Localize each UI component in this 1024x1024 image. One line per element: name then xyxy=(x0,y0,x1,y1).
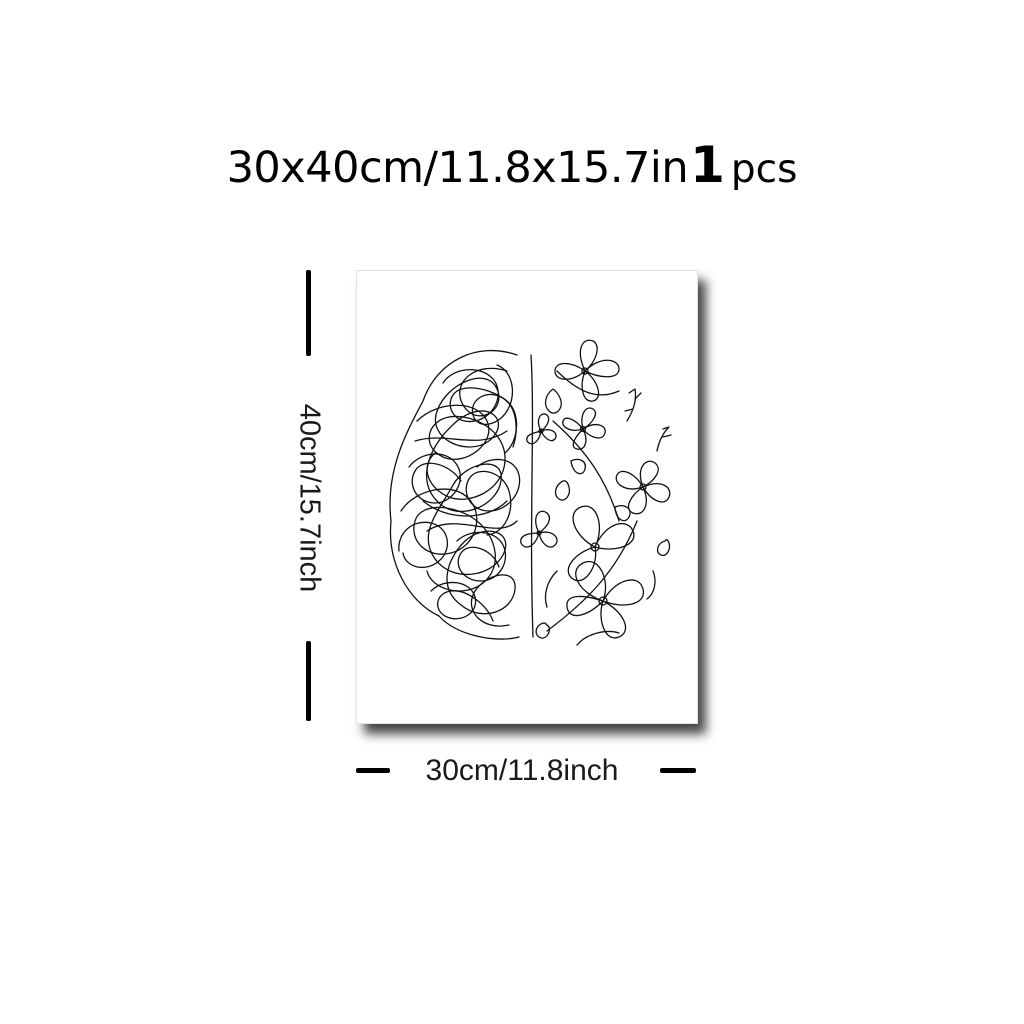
width-dimension-bar-left xyxy=(356,768,390,773)
flower-left-small xyxy=(526,413,557,445)
flower-mid-upper xyxy=(562,407,606,450)
height-dimension-label: 40cm/15.7inch xyxy=(293,403,326,593)
brain-line-art xyxy=(389,339,672,646)
quantity-number: 1 xyxy=(690,136,725,194)
scribble-hemisphere xyxy=(389,350,521,640)
product-size-title: 30x40cm/11.8x15.7in 1 pcs xyxy=(0,136,1024,200)
height-dimension-bar-bottom xyxy=(306,641,311,721)
flower-left-mid xyxy=(520,510,558,548)
canvas-print xyxy=(356,270,698,724)
size-text: 30x40cm/11.8x15.7in xyxy=(226,143,689,193)
flower-top xyxy=(554,339,620,402)
floral-hemisphere xyxy=(520,339,672,646)
width-dimension-label: 30cm/11.8inch xyxy=(425,754,619,787)
flower-bottom-large xyxy=(566,560,644,639)
height-dimension-bar-top xyxy=(306,270,311,356)
flower-right xyxy=(615,460,671,515)
width-dimension-bar-right xyxy=(660,768,696,773)
quantity-unit: pcs xyxy=(730,147,798,192)
